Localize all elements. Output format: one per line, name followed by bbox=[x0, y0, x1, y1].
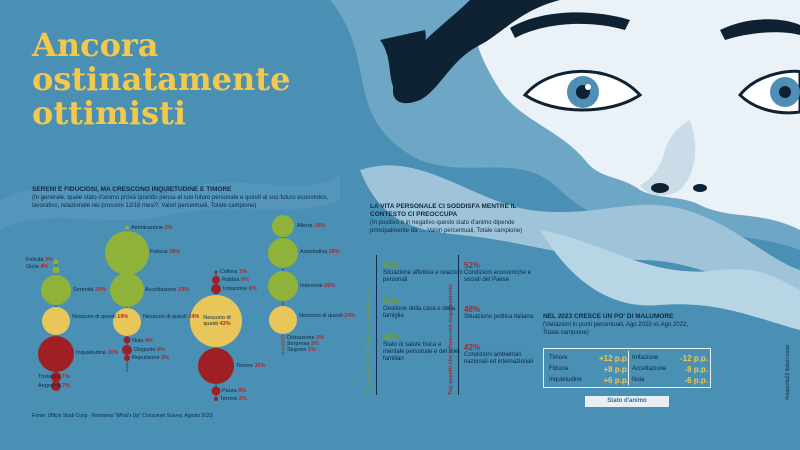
mood-row: Fiducia +8 p.p. bbox=[549, 365, 629, 374]
bubble-paura bbox=[211, 386, 221, 396]
mood-change-table: Timore +12 p.p. Fiducia +8 p.p. Inquietudi… bbox=[543, 348, 711, 388]
bubble-label: Disgusto 8% bbox=[134, 347, 165, 353]
mood-row: Noia -6 p.p. bbox=[632, 376, 708, 385]
section3-heading: NEL 2023 CRESCE UN PO' DI MALUMORE bbox=[543, 313, 674, 320]
mood-row: Timore +12 p.p. bbox=[549, 354, 629, 363]
bubble-label: Allerta 16% bbox=[297, 223, 326, 229]
bubble-allerta bbox=[272, 215, 294, 237]
bubble-label: Sorpresa 3% bbox=[287, 341, 319, 347]
bubble-label: Fiducia 36% bbox=[150, 249, 181, 255]
bubble-label: Paura 8% bbox=[222, 388, 247, 394]
source-note: Fonte: Ufficio Studi Coop - Nomisma "Wha… bbox=[32, 413, 213, 419]
bubble-label: Nessuno di questi 19% bbox=[72, 314, 129, 320]
negative-item: 48% Situazione politica italiana bbox=[464, 305, 534, 321]
bubble-label: Nessuno di questi 24% bbox=[299, 313, 356, 319]
bubble-tristezza bbox=[51, 372, 61, 382]
bubble-label: Tristezza 7% bbox=[38, 374, 70, 380]
bubble-label: Stupore 1% bbox=[287, 347, 316, 353]
bubble-label: Collera 1% bbox=[220, 269, 247, 275]
positive-item: 51% Situazione affettiva e relazioni per… bbox=[383, 261, 463, 284]
bubble-disgusto bbox=[122, 345, 132, 355]
mood-row: Inquietudine +6 p.p. bbox=[549, 376, 629, 385]
bubble-accettazione bbox=[110, 273, 144, 307]
bubble-label: Irritazione 8% bbox=[223, 286, 257, 292]
bubble-ammirazione bbox=[125, 226, 129, 230]
bubble-label: Serenità 20% bbox=[73, 287, 107, 293]
bubble-label: Repulsione 3% bbox=[132, 355, 170, 361]
bubble-nessuno-1 bbox=[42, 307, 70, 335]
bubble-label: Rabbia 6% bbox=[222, 277, 249, 283]
section3-header: NEL 2023 CRESCE UN PO' DI MALUMORE (Vari… bbox=[543, 313, 703, 337]
mood-footer-label: Stato d'animo bbox=[585, 396, 669, 407]
bubble-interesse bbox=[268, 271, 298, 301]
section1-subheading: (In generale, quale stato d'animo prova … bbox=[32, 195, 329, 209]
table-divider bbox=[628, 351, 629, 385]
bubble-distrazione bbox=[280, 335, 286, 341]
bubble-collera bbox=[214, 270, 218, 274]
section2-heading: LA VITA PERSONALE CI SODDISFA MENTRE IL … bbox=[370, 203, 517, 218]
section2-subheading: (In positivo o in negativo questo stato … bbox=[370, 220, 523, 234]
bubble-timore bbox=[198, 348, 234, 384]
bubble-serenita bbox=[41, 275, 71, 305]
bubble-felicita bbox=[53, 259, 59, 265]
bubble-nessuno-3 bbox=[190, 295, 242, 347]
section1-heading: SERENI E FIDUCIOSI, MA CRESCONO INQUIETU… bbox=[32, 186, 232, 193]
bubble-label: Angoscia 7% bbox=[38, 383, 71, 389]
bubble-label: Nessuno di questi 43% bbox=[203, 315, 231, 327]
positive-item: 51% Gestione della casa e della famiglia bbox=[383, 297, 456, 320]
negative-item: 42% Condizioni ambientali nazionali ed i… bbox=[464, 343, 534, 366]
bubble-label: Ammirazione 2% bbox=[131, 225, 173, 231]
positive-vertical-label: Top aspetti che influiscono positivament… bbox=[366, 285, 372, 395]
side-handle: #rapporto23 italiani.coop bbox=[785, 345, 791, 400]
bubble-label: Timore 32% bbox=[236, 363, 266, 369]
bubble-label: Aspettativa 28% bbox=[300, 249, 340, 255]
bubble-irritazione bbox=[211, 284, 221, 294]
section3-subheading: (Variazioni in punti percentuali, Ago 20… bbox=[543, 322, 688, 336]
positive-item: 42% Stato di salute fisica e mentale per… bbox=[383, 333, 460, 363]
bubble-aspettativa bbox=[268, 238, 298, 268]
bubble-label: Distrazione 3% bbox=[287, 335, 324, 341]
bubble-label: Gioia 4% bbox=[26, 264, 49, 270]
bubble-repulsione bbox=[124, 355, 130, 361]
bubble-label: Felicità 3% bbox=[26, 257, 53, 263]
section1-header: SERENI E FIDUCIOSI, MA CRESCONO INQUIETU… bbox=[32, 186, 352, 210]
bubble-label: Terrore 2% bbox=[220, 396, 247, 402]
mood-row: Accettazione -9 p.p. bbox=[632, 365, 708, 374]
bubble-terrore bbox=[214, 397, 218, 401]
bubble-inquietudine bbox=[38, 336, 74, 372]
bubble-label: Accettazione 23% bbox=[145, 287, 190, 293]
bubble-angoscia bbox=[51, 381, 61, 391]
bubble-stupore bbox=[281, 348, 285, 352]
page-title: Ancora ostinatamente ottimisti bbox=[32, 26, 291, 132]
positive-divider bbox=[376, 255, 377, 395]
negative-divider bbox=[458, 255, 459, 395]
bubble-sorpresa bbox=[280, 341, 286, 347]
section2-header: LA VITA PERSONALE CI SODDISFA MENTRE IL … bbox=[370, 203, 530, 235]
bubble-gioia bbox=[52, 266, 60, 274]
bubble-noia bbox=[123, 336, 131, 344]
mood-row: Irritazione -12 p.p. bbox=[632, 354, 708, 363]
bubble-nessuno-2 bbox=[113, 308, 141, 336]
bubble-label: Inquietudine 30% bbox=[76, 350, 119, 356]
bubble-label: Nessuno di questi 24% bbox=[143, 314, 200, 320]
negative-item: 52% Condizioni economiche e sociali del … bbox=[464, 261, 532, 284]
bubble-label: Noia 4% bbox=[132, 338, 153, 344]
bubble-nessuno-4 bbox=[269, 306, 297, 334]
bubble-fiducia bbox=[105, 231, 149, 275]
bubble-label: Interesse 26% bbox=[300, 283, 336, 289]
bubble-rabbia bbox=[212, 276, 220, 284]
